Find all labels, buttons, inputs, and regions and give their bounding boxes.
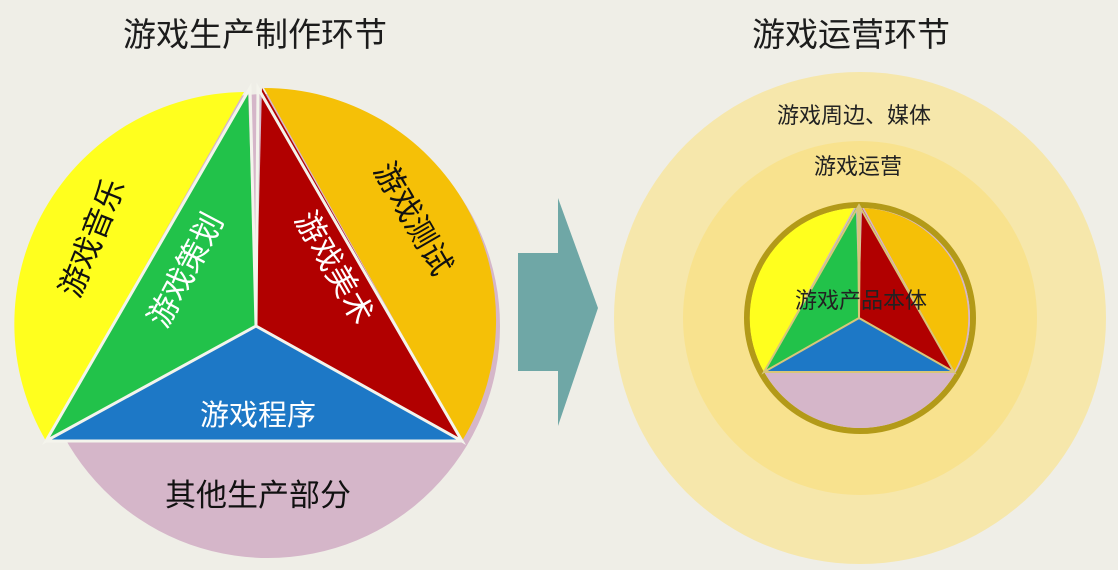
production-title: 游戏生产制作环节 [123, 15, 387, 54]
core-segment-music [749, 208, 854, 372]
core-separator-lines [761, 203, 957, 375]
label-other: 其他生产部分 [165, 478, 351, 514]
operation-title: 游戏运营环节 [752, 15, 950, 54]
segment-program [46, 326, 462, 441]
segment-music [14, 92, 245, 441]
label-program: 游戏程序 [200, 398, 316, 432]
operation-rings [614, 72, 1106, 564]
production-circle [14, 82, 500, 558]
core-segment-program [764, 318, 954, 372]
core-segment-testing [864, 208, 969, 372]
core-circle [744, 202, 976, 434]
segment-testing [264, 87, 497, 441]
label-core: 游戏产品本体 [795, 289, 927, 314]
flow-arrow [518, 198, 598, 426]
label-ring-middle: 游戏运营 [814, 155, 902, 180]
separator-lines [42, 82, 467, 445]
label-ring-outer: 游戏周边、媒体 [777, 104, 931, 129]
